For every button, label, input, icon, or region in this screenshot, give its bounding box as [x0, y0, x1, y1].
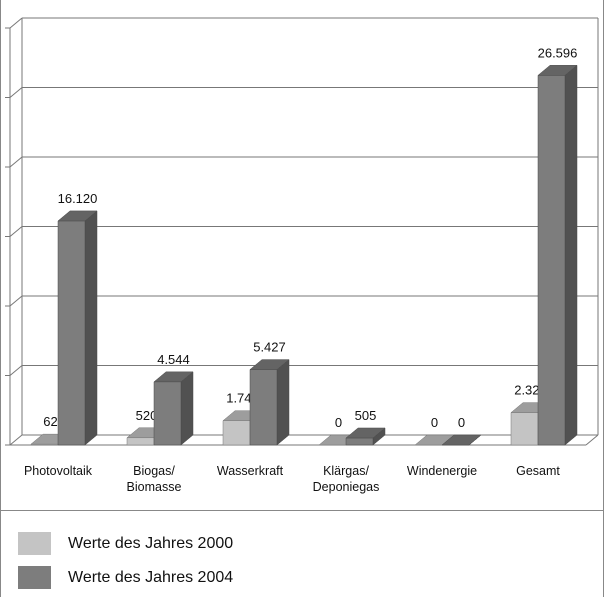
x-tick-label: Wasserkraft [216, 464, 284, 478]
bar [441, 434, 482, 446]
data-label: 5.427 [253, 340, 286, 355]
bar-face [537, 65, 578, 76]
bar-face [84, 210, 98, 446]
x-tick-label: Klärgas/ Deponiegas [312, 464, 380, 494]
bar [345, 427, 386, 446]
x-tick-label: Windenergie [406, 464, 478, 478]
bar-face [57, 210, 98, 222]
bar-face [153, 381, 182, 446]
legend-swatch [18, 532, 51, 555]
legend-label: Werte des Jahres 2004 [68, 569, 234, 586]
floor-edge [585, 434, 599, 446]
bar [57, 210, 98, 446]
bar-face [510, 412, 539, 446]
data-label: 4.544 [157, 352, 190, 367]
grid-line [9, 226, 23, 237]
bar [249, 359, 290, 446]
bar-face [564, 64, 578, 446]
bar-face [276, 359, 290, 446]
bar-face [441, 434, 482, 446]
bar-face [249, 369, 278, 446]
data-label: 0 [335, 415, 342, 430]
bar-face [249, 359, 290, 370]
bar [153, 371, 194, 446]
data-label: 0 [431, 415, 438, 430]
grid-line [9, 434, 23, 446]
bar-face [57, 220, 86, 446]
x-tick-label: Biogas/ Biomasse [126, 464, 182, 494]
bar-face [180, 371, 194, 446]
data-label: 16.120 [58, 191, 98, 206]
data-label: 520 [136, 408, 158, 423]
grid-line [9, 295, 23, 307]
bar-face [345, 437, 374, 446]
bar [537, 64, 578, 446]
data-label: 505 [355, 408, 377, 423]
bar-face [153, 371, 194, 383]
bar-face [345, 427, 386, 439]
grid-line [9, 87, 23, 98]
data-label: 62 [43, 414, 57, 429]
legend-swatch [18, 566, 51, 589]
x-tick-label: Photovoltaik [23, 464, 93, 478]
legend-label: Werte des Jahres 2000 [68, 535, 234, 552]
data-label: 26.596 [538, 45, 578, 60]
grid-line [9, 156, 23, 168]
data-label: 0 [458, 415, 465, 430]
grid-line [9, 17, 23, 29]
x-tick-label: Gesamt [516, 464, 560, 478]
bar-face [222, 420, 251, 446]
bar-face [537, 75, 566, 446]
bar-face [126, 437, 155, 446]
grid-line [9, 365, 23, 376]
